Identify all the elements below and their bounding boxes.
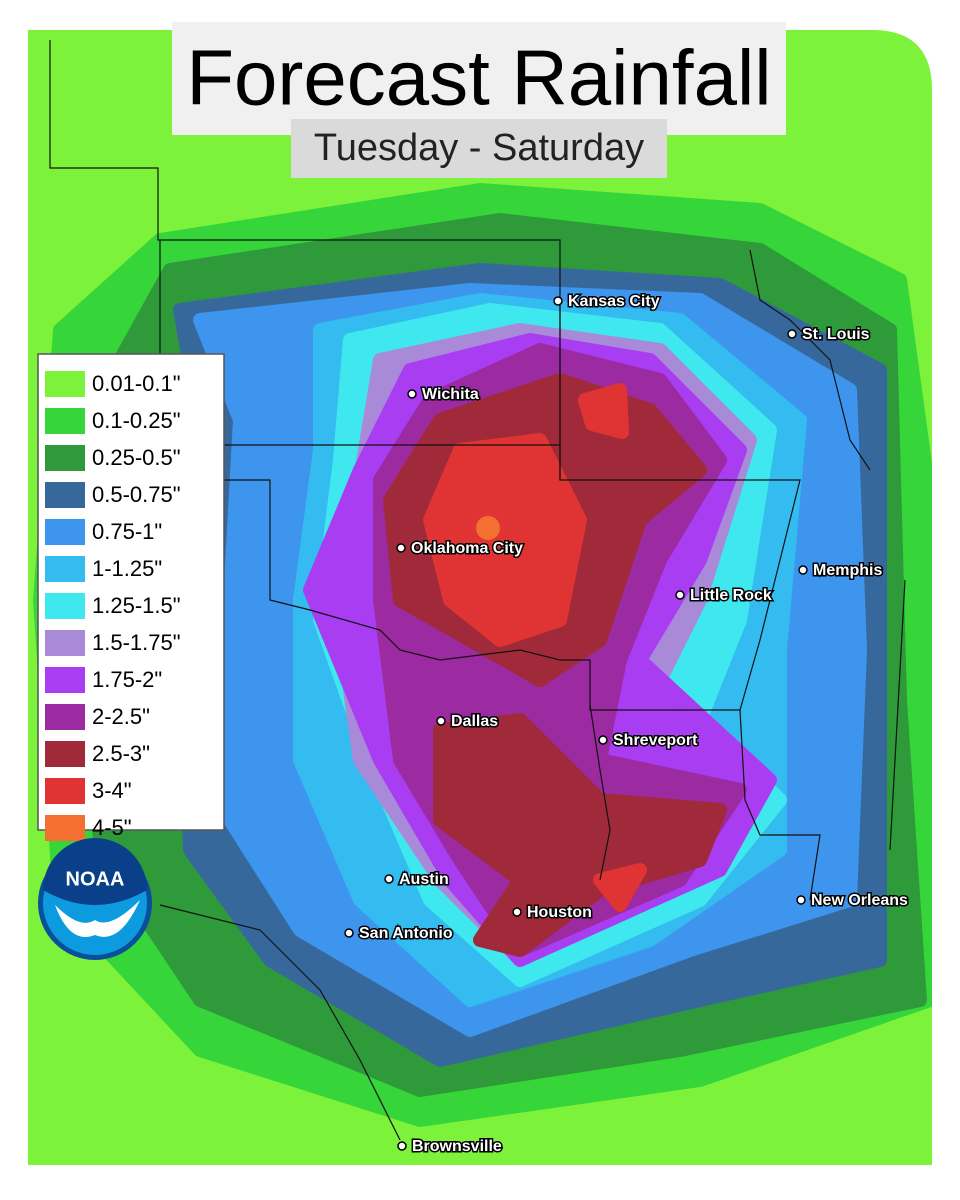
city-dot (787, 329, 797, 339)
logo-bird (55, 900, 140, 937)
city-dot (436, 716, 446, 726)
legend-swatch (45, 704, 85, 730)
city-label: Memphis (813, 562, 882, 579)
legend-label: 0.5-0.75" (92, 482, 181, 507)
city-label: Kansas City (568, 293, 660, 310)
legend-label: 1.5-1.75" (92, 630, 181, 655)
rain-area (423, 433, 587, 647)
rain-area (593, 863, 647, 912)
subtitle: Tuesday - Saturday (314, 127, 644, 169)
legend-swatch (45, 556, 85, 582)
city-dot (397, 1141, 407, 1151)
city-dot (384, 874, 394, 884)
noaa-logo: NOAA (38, 838, 152, 960)
city-label: Wichita (422, 386, 479, 403)
title-box (172, 22, 786, 135)
border (158, 249, 906, 901)
city-label: Dallas (451, 713, 498, 730)
city-dot (407, 389, 417, 399)
legend-label: 3-4" (92, 778, 132, 803)
border (159, 904, 401, 1141)
city-dot (553, 296, 563, 306)
state-borders (49, 40, 906, 1141)
city-label: Brownsville (412, 1138, 502, 1155)
city-label: Oklahoma City (411, 540, 523, 557)
city-dot (512, 907, 522, 917)
city-label: Austin (399, 871, 449, 888)
city-dot (798, 565, 808, 575)
rain-area (476, 516, 500, 540)
legend-swatch (45, 778, 85, 804)
legend-label: 1.25-1.5" (92, 593, 181, 618)
cities: Kansas City St. Louis Wichita Oklahoma City… (344, 292, 910, 1157)
legend-swatch (45, 371, 85, 397)
title: Forecast Rainfall (186, 34, 771, 122)
city-label: St. Louis (802, 326, 870, 343)
legend-swatch (45, 593, 85, 619)
legend-label: 2.5-3" (92, 741, 150, 766)
legend-label: 0.25-0.5" (92, 445, 181, 470)
legend-swatch (45, 445, 85, 471)
rain-area (578, 383, 629, 439)
legend-label: 1-1.25" (92, 556, 162, 581)
legend-label: 0.75-1" (92, 519, 162, 544)
legend-label: 0.01-0.1" (92, 371, 181, 396)
logo-top (43, 838, 147, 905)
city-dot (598, 735, 608, 745)
legend-swatch (45, 741, 85, 767)
city-label: Little Rock (690, 587, 772, 604)
legend-label: 0.1-0.25" (92, 408, 181, 433)
legend-swatch (45, 815, 85, 841)
legend-swatch (45, 519, 85, 545)
legend-label: 2-2.5" (92, 704, 150, 729)
subtitle-box (291, 119, 667, 178)
city-label: San Antonio (359, 925, 453, 942)
city-dot (675, 590, 685, 600)
city-label: Houston (527, 904, 592, 921)
city-dot (796, 895, 806, 905)
logo-text: NOAA (66, 868, 125, 890)
city-label: Shreveport (613, 732, 698, 749)
city-label: New Orleans (811, 892, 908, 909)
legend: 0.01-0.1" 0.1-0.25" 0.25-0.5" 0.5-0.75" 0.75… (45, 371, 181, 841)
legend-label: 4-5" (92, 815, 132, 840)
legend-swatch (45, 482, 85, 508)
legend-swatch (45, 408, 85, 434)
legend-swatch (45, 667, 85, 693)
legend-swatch (45, 630, 85, 656)
city-dot (396, 543, 406, 553)
legend-label: 1.75-2" (92, 667, 162, 692)
city-dot (344, 928, 354, 938)
border (49, 40, 801, 711)
